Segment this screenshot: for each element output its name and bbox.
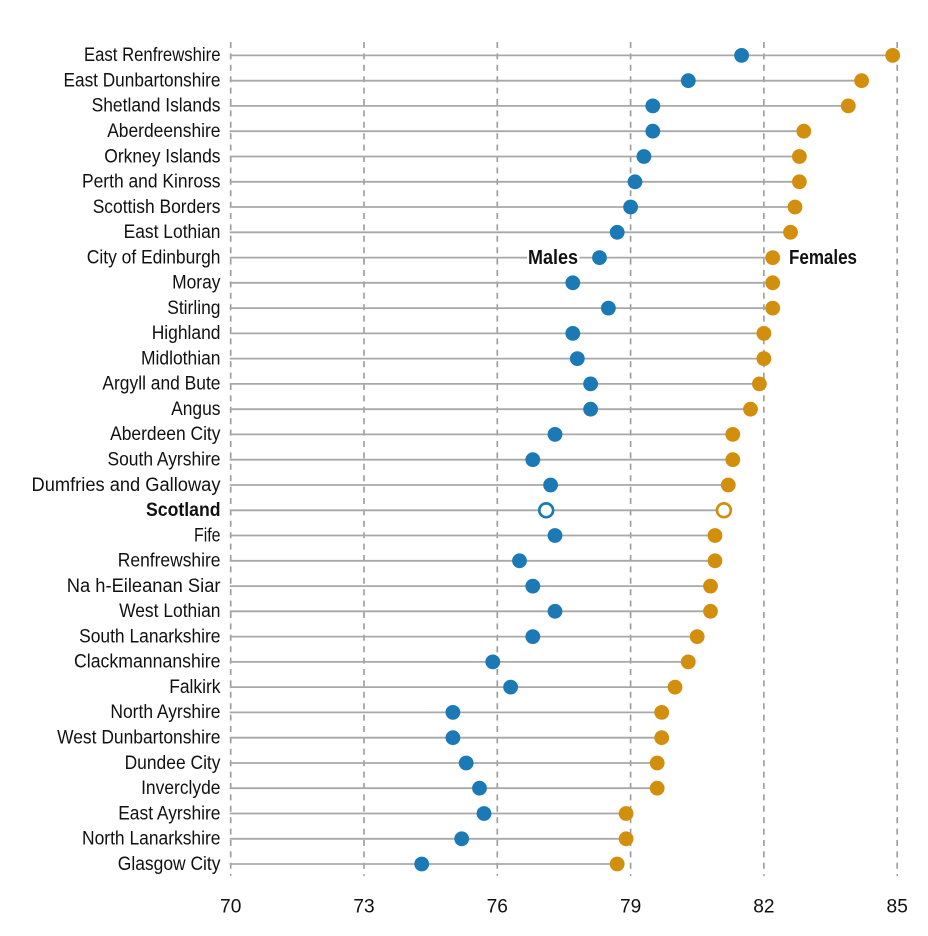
svg-text:South Ayrshire: South Ayrshire (108, 449, 221, 471)
svg-text:Moray: Moray (172, 272, 221, 294)
svg-text:Dumfries and Galloway: Dumfries and Galloway (32, 474, 221, 496)
svg-text:East Dunbartonshire: East Dunbartonshire (64, 70, 221, 92)
svg-text:79: 79 (620, 896, 641, 918)
svg-text:City of Edinburgh: City of Edinburgh (87, 246, 221, 268)
svg-text:Scotland: Scotland (146, 499, 221, 521)
svg-text:Glasgow City: Glasgow City (118, 853, 221, 875)
svg-text:76: 76 (487, 896, 508, 918)
svg-text:East Renfrewshire: East Renfrewshire (84, 44, 221, 66)
svg-text:Females: Females (789, 246, 857, 269)
svg-text:Stirling: Stirling (167, 297, 220, 319)
svg-text:82: 82 (753, 896, 774, 918)
svg-text:East Lothian: East Lothian (124, 221, 221, 243)
svg-text:70: 70 (220, 896, 241, 918)
svg-text:Shetland Islands: Shetland Islands (92, 95, 221, 117)
svg-text:Falkirk: Falkirk (169, 676, 220, 698)
svg-text:73: 73 (353, 896, 374, 918)
svg-text:West Dunbartonshire: West Dunbartonshire (57, 727, 220, 749)
svg-text:Males: Males (528, 246, 578, 269)
svg-text:North Ayrshire: North Ayrshire (110, 701, 220, 723)
svg-text:North Lanarkshire: North Lanarkshire (82, 828, 221, 850)
svg-text:Aberdeen City: Aberdeen City (110, 423, 221, 445)
svg-text:East Ayrshire: East Ayrshire (118, 802, 220, 824)
svg-text:Fife: Fife (194, 524, 221, 546)
svg-text:Midlothian: Midlothian (141, 347, 221, 369)
svg-text:Inverclyde: Inverclyde (141, 777, 220, 799)
svg-text:Clackmannanshire: Clackmannanshire (74, 651, 221, 673)
svg-text:Dundee City: Dundee City (125, 752, 221, 774)
svg-text:Angus: Angus (171, 398, 221, 420)
svg-text:Na h-Eileanan Siar: Na h-Eileanan Siar (67, 575, 221, 597)
svg-text:Aberdeenshire: Aberdeenshire (107, 120, 220, 142)
svg-text:Orkney Islands: Orkney Islands (104, 145, 220, 167)
svg-text:Renfrewshire: Renfrewshire (118, 550, 221, 572)
svg-text:West Lothian: West Lothian (119, 600, 220, 622)
svg-text:South Lanarkshire: South Lanarkshire (79, 625, 220, 647)
svg-text:Argyll and Bute: Argyll and Bute (102, 373, 220, 395)
svg-text:Scottish Borders: Scottish Borders (93, 196, 221, 218)
svg-text:Perth and Kinross: Perth and Kinross (82, 171, 221, 193)
svg-text:Highland: Highland (152, 322, 221, 344)
svg-text:85: 85 (887, 896, 908, 918)
